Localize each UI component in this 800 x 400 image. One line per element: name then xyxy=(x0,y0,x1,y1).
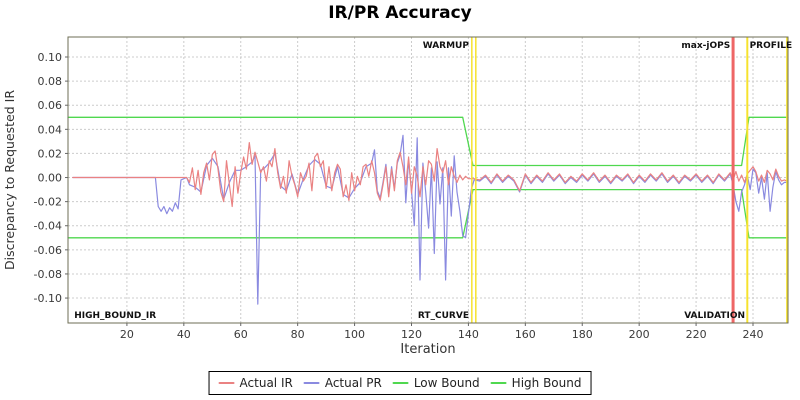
legend-label: Low Bound xyxy=(413,376,480,390)
series-actual-pr xyxy=(72,134,788,305)
x-axis-title: Iteration xyxy=(400,342,455,357)
data-series xyxy=(67,116,789,305)
y-tick-label: -0.04 xyxy=(34,220,62,233)
y-tick-label: 0.04 xyxy=(38,123,63,136)
axis-ticks xyxy=(65,56,754,326)
series-actual-ir xyxy=(72,142,788,208)
profile-label: PROFILE xyxy=(750,41,793,51)
series-low-bound xyxy=(67,188,789,239)
phase-labels: WARMUP max-jOPS PROFILE HIGH_BOUND_IR RT_CUR… xyxy=(74,41,792,321)
x-tick-label: 160 xyxy=(515,328,536,341)
y-tick-label: 0.02 xyxy=(38,147,63,160)
legend-swatch-icon xyxy=(303,382,320,384)
legend-swatch-icon xyxy=(392,382,409,384)
validation-label: VALIDATION xyxy=(684,311,745,321)
y-tick-label: 0.10 xyxy=(38,51,63,64)
y-axis-title: Discrepancy to Requested IR xyxy=(2,90,17,270)
legend-label: Actual IR xyxy=(239,376,293,390)
plot-border xyxy=(67,36,789,324)
plot-area: 20 40 60 80 100 120 140 160 180 200 220 240 0.10 0.08… xyxy=(2,36,792,357)
y-tick-label: 0.00 xyxy=(38,172,63,185)
x-tick-label: 140 xyxy=(458,328,479,341)
y-tick-label: -0.10 xyxy=(34,292,62,305)
axis-tick-labels: 20 40 60 80 100 120 140 160 180 200 220 240 0.10 0.08… xyxy=(34,51,764,341)
x-tick-label: 40 xyxy=(177,328,191,341)
x-tick-label: 80 xyxy=(291,328,305,341)
legend-item-low-bound: Low Bound xyxy=(392,376,480,390)
y-tick-label: -0.08 xyxy=(34,268,62,281)
x-tick-label: 120 xyxy=(401,328,422,341)
legend-item-high-bound: High Bound xyxy=(490,376,582,390)
x-tick-label: 240 xyxy=(742,328,763,341)
legend-label: High Bound xyxy=(511,376,582,390)
x-tick-label: 180 xyxy=(572,328,593,341)
series-high-bound xyxy=(67,116,789,167)
gridlines xyxy=(68,37,788,323)
x-tick-label: 20 xyxy=(120,328,134,341)
legend-swatch-icon xyxy=(490,382,507,384)
x-tick-label: 220 xyxy=(686,328,707,341)
x-tick-label: 100 xyxy=(344,328,365,341)
warmup-label: WARMUP xyxy=(423,41,470,51)
chart-title: IR/PR Accuracy xyxy=(328,3,472,23)
legend-item-actual-ir: Actual IR xyxy=(218,376,293,390)
x-tick-label: 200 xyxy=(629,328,650,341)
legend-swatch-icon xyxy=(218,382,235,384)
legend-item-actual-pr: Actual PR xyxy=(303,376,382,390)
max-jops-label: max-jOPS xyxy=(681,41,730,51)
high-bound-ir-label: HIGH_BOUND_IR xyxy=(74,311,156,321)
rt-curve-label: RT_CURVE xyxy=(418,311,469,321)
y-tick-label: 0.06 xyxy=(38,99,63,112)
legend: Actual IR Actual PR Low Bound High Bound xyxy=(208,371,592,395)
y-tick-label: -0.02 xyxy=(34,196,62,209)
phase-markers xyxy=(471,37,789,323)
x-tick-label: 60 xyxy=(234,328,248,341)
legend-label: Actual PR xyxy=(324,376,382,390)
y-tick-label: -0.06 xyxy=(34,244,62,257)
y-tick-label: 0.08 xyxy=(38,75,63,88)
